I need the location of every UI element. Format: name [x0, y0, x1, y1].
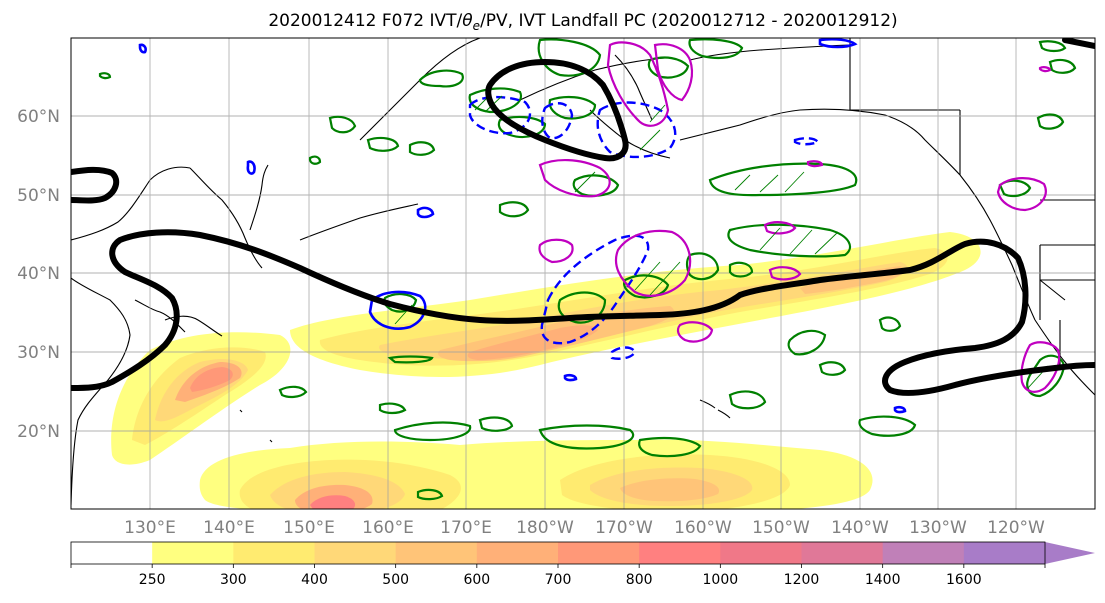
- longitude-labels: 130°E 140°E 150°E 160°E 170°E 180°W 170°…: [124, 518, 1045, 538]
- colorbar-label: 500: [382, 572, 409, 588]
- colorbar-segment: [639, 542, 721, 564]
- colorbar-label: 250: [139, 572, 166, 588]
- colorbar-label: 400: [301, 572, 328, 588]
- colorbar-segment: [963, 542, 1046, 564]
- colorbar-label: 1400: [865, 572, 901, 588]
- lon-label: 150°W: [752, 518, 810, 538]
- lon-label: 160°E: [362, 518, 414, 538]
- lon-label: 140°E: [203, 518, 255, 538]
- lon-label: 120°W: [987, 518, 1045, 538]
- colorbar-label: 1600: [946, 572, 982, 588]
- latitude-labels: 60°N 50°N 40°N 30°N 20°N: [17, 107, 60, 442]
- lon-label: 130°E: [124, 518, 176, 538]
- colorbar-label: 1000: [703, 572, 739, 588]
- lon-label: 160°W: [674, 518, 732, 538]
- lon-label: 130°W: [909, 518, 967, 538]
- colorbar-label: 1200: [784, 572, 820, 588]
- positive-anomaly-contours: [98, 38, 1077, 501]
- colorbar-segment: [476, 542, 559, 564]
- colorbar-segment: [314, 542, 397, 564]
- colorbar-segment: [71, 542, 153, 564]
- colorbar-extend-arrow: [1045, 542, 1095, 564]
- lon-label: 140°W: [831, 518, 889, 538]
- figure-title: 2020012412 F072 IVT/θe/PV, IVT Landfall …: [268, 11, 897, 33]
- lat-label: 60°N: [17, 107, 60, 127]
- colorbar-segment: [882, 542, 965, 564]
- lon-label: 170°W: [595, 518, 653, 538]
- colorbar-label: 800: [626, 572, 653, 588]
- negative-anomaly-contours-dashed: [468, 95, 820, 360]
- lon-label: 150°E: [283, 518, 335, 538]
- pv-contours: [538, 41, 1061, 393]
- colorbar-label: 600: [463, 572, 490, 588]
- colorbar: 250 300 400 500 600 700 800 1000 1200 1400 1600: [70, 541, 1095, 588]
- map-area: [71, 38, 1095, 509]
- colorbar-label: 300: [220, 572, 247, 588]
- gridlines: [71, 38, 1095, 509]
- colorbar-segment: [558, 542, 640, 564]
- colorbar-segment: [801, 542, 884, 564]
- colorbar-segment: [152, 542, 234, 564]
- lat-label: 30°N: [17, 343, 60, 363]
- colorbar-segment: [395, 542, 478, 564]
- lat-label: 50°N: [17, 186, 60, 206]
- ivt-pc-contours: [71, 38, 1095, 396]
- colorbar-label: 700: [545, 572, 572, 588]
- colorbar-segment: [720, 542, 802, 564]
- map-frame: [70, 37, 1096, 510]
- lat-label: 40°N: [17, 264, 60, 284]
- lon-label: 180°W: [516, 518, 574, 538]
- lat-label: 20°N: [17, 422, 60, 442]
- lon-label: 170°E: [440, 518, 492, 538]
- colorbar-segment: [233, 542, 315, 564]
